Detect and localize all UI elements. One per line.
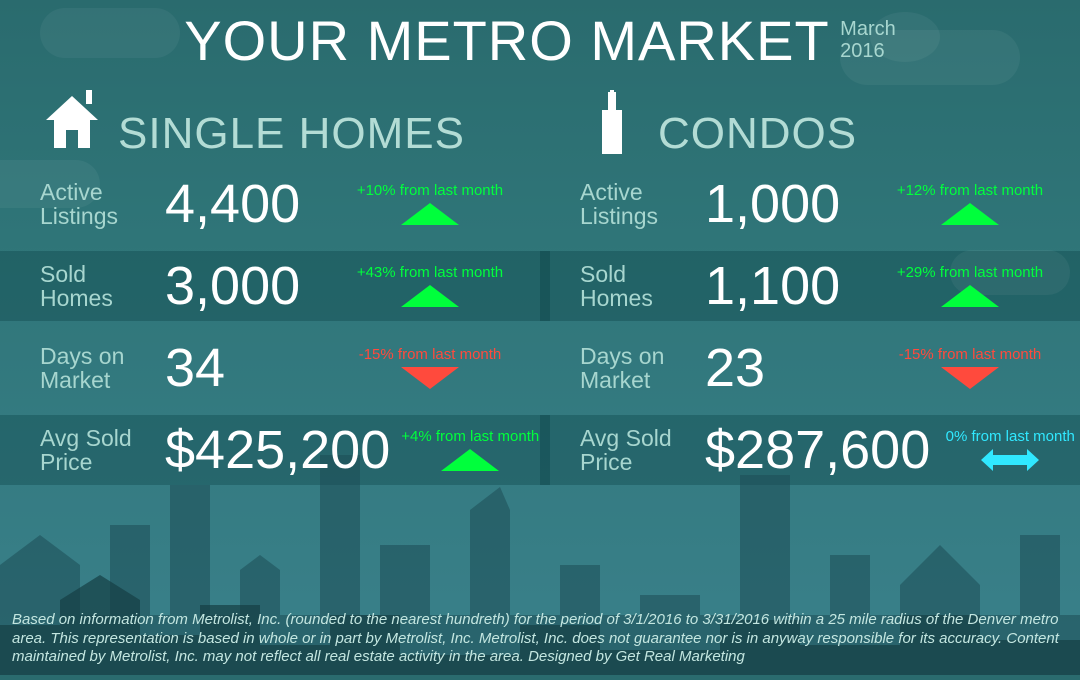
metric-row: Avg SoldPrice$287,6000% from last month — [580, 409, 1050, 491]
metric-change: +12% from last month — [890, 183, 1050, 225]
metric-value: 23 — [705, 337, 890, 399]
metric-value: 34 — [165, 337, 350, 399]
metrics-grid: SINGLE HOMESActiveListings4,400+10% from… — [0, 90, 1080, 491]
metric-change: +29% from last month — [890, 265, 1050, 307]
metric-row: Days onMarket34 -15% from last month — [40, 327, 510, 409]
tower-icon — [580, 90, 644, 159]
date-month: March — [840, 18, 896, 40]
metric-row: Days onMarket23 -15% from last month — [580, 327, 1050, 409]
house-icon — [40, 90, 104, 159]
metric-change: -15% from last month — [350, 347, 510, 389]
change-text: +29% from last month — [897, 265, 1043, 282]
change-text: +12% from last month — [897, 183, 1043, 200]
change-text: +10% from last month — [357, 183, 503, 200]
metric-value: $287,600 — [705, 419, 930, 481]
arrow-up-icon — [401, 285, 459, 307]
arrow-up-icon — [441, 449, 499, 471]
arrow-up-icon — [941, 285, 999, 307]
metric-change: 0% from last month — [930, 429, 1080, 471]
arrow-up-icon — [941, 203, 999, 225]
metric-label: ActiveListings — [580, 180, 705, 228]
category-header: SINGLE HOMES — [40, 90, 510, 159]
metric-change: +10% from last month — [350, 183, 510, 225]
category-title: CONDOS — [658, 109, 857, 159]
arrow-down-icon — [401, 367, 459, 389]
change-text: -15% from last month — [899, 347, 1042, 364]
metric-value: 4,400 — [165, 173, 350, 235]
category-title: SINGLE HOMES — [118, 109, 465, 159]
category-column-single_homes: SINGLE HOMES ActiveListings4,400 +10% from… — [0, 90, 540, 491]
metric-label: Days onMarket — [40, 344, 165, 392]
metric-label: SoldHomes — [40, 262, 165, 310]
category-column-condos: CONDOS ActiveListings1,000 +12% from last … — [540, 90, 1080, 491]
metric-value: 3,000 — [165, 255, 350, 317]
metric-change: -15% from last month — [890, 347, 1050, 389]
metric-value: $425,200 — [165, 419, 390, 481]
metric-row: ActiveListings4,400 +10% from last month — [40, 163, 510, 245]
metric-label: ActiveListings — [40, 180, 165, 228]
change-text: -15% from last month — [359, 347, 502, 364]
metric-label: Avg SoldPrice — [40, 426, 165, 474]
metric-value: 1,000 — [705, 173, 890, 235]
report-date: March 2016 — [840, 18, 896, 62]
metric-change: +43% from last month — [350, 265, 510, 307]
arrow-up-icon — [401, 203, 459, 225]
metric-row: Avg SoldPrice$425,200+4% from last month — [40, 409, 510, 491]
metric-change: +4% from last month — [390, 429, 550, 471]
footer-disclaimer: Based on information from Metrolist, Inc… — [12, 611, 1068, 667]
metric-value: 1,100 — [705, 255, 890, 317]
page-title: YOUR METRO MARKET — [184, 8, 829, 73]
arrow-down-icon — [941, 367, 999, 389]
date-year: 2016 — [840, 40, 896, 62]
metric-label: SoldHomes — [580, 262, 705, 310]
metric-label: Days onMarket — [580, 344, 705, 392]
category-header: CONDOS — [580, 90, 1050, 159]
arrow-flat-icon — [981, 449, 1039, 471]
change-text: 0% from last month — [946, 429, 1075, 446]
change-text: +43% from last month — [357, 265, 503, 282]
metric-row: SoldHomes3,000 +43% from last month — [40, 245, 510, 327]
metric-row: SoldHomes1,100 +29% from last month — [580, 245, 1050, 327]
change-text: +4% from last month — [401, 429, 539, 446]
metric-row: ActiveListings1,000 +12% from last month — [580, 163, 1050, 245]
metric-label: Avg SoldPrice — [580, 426, 705, 474]
